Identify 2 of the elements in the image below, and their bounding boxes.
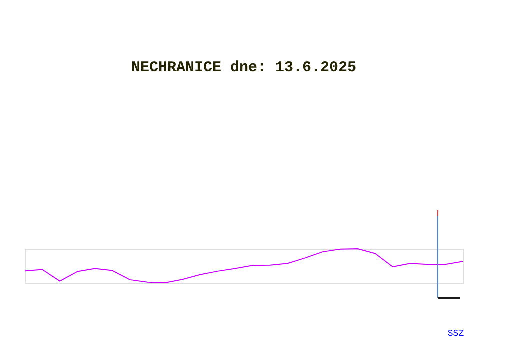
text: SSZ (448, 329, 465, 339)
chart-title: NECHRANICE dne: 13.6.2025 (131, 60, 357, 76)
